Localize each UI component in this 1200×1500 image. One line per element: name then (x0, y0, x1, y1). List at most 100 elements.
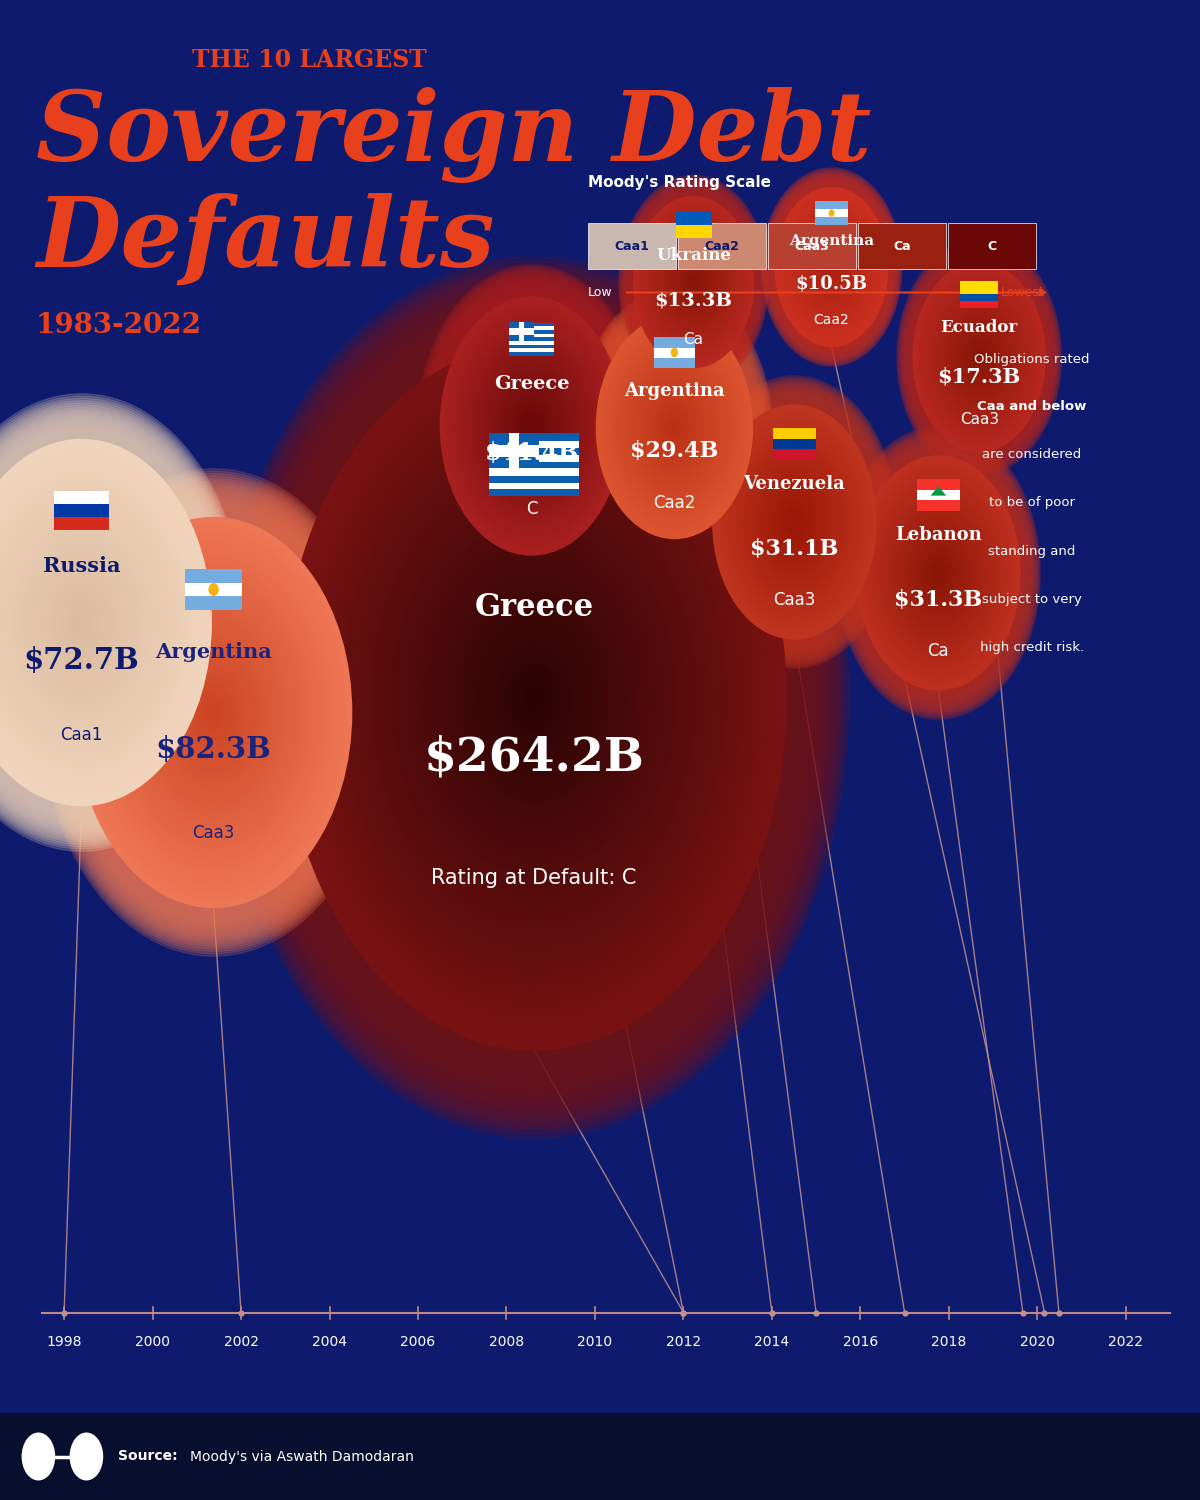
Ellipse shape (678, 260, 709, 305)
Ellipse shape (430, 280, 635, 572)
Ellipse shape (878, 486, 998, 660)
Ellipse shape (766, 174, 898, 360)
Ellipse shape (916, 266, 1043, 448)
Ellipse shape (960, 330, 998, 384)
Ellipse shape (608, 334, 740, 520)
Ellipse shape (655, 226, 732, 338)
Ellipse shape (776, 189, 887, 345)
Ellipse shape (0, 456, 199, 789)
Ellipse shape (449, 309, 614, 543)
Ellipse shape (13, 526, 150, 718)
Ellipse shape (827, 261, 836, 273)
Ellipse shape (648, 217, 738, 346)
Ellipse shape (664, 240, 724, 324)
Ellipse shape (802, 224, 862, 310)
Ellipse shape (203, 698, 224, 728)
Ellipse shape (0, 448, 205, 796)
Ellipse shape (374, 474, 694, 921)
Ellipse shape (623, 180, 764, 384)
Ellipse shape (606, 330, 743, 525)
Text: 2016: 2016 (842, 1335, 878, 1348)
Ellipse shape (263, 318, 805, 1077)
Ellipse shape (763, 477, 826, 567)
Ellipse shape (976, 352, 983, 362)
Ellipse shape (696, 380, 893, 664)
Ellipse shape (456, 318, 607, 534)
Ellipse shape (978, 356, 980, 358)
Ellipse shape (689, 274, 698, 290)
Ellipse shape (785, 201, 878, 333)
Ellipse shape (796, 216, 868, 318)
Ellipse shape (432, 285, 631, 567)
Ellipse shape (702, 388, 887, 656)
Ellipse shape (882, 492, 995, 654)
Ellipse shape (414, 530, 654, 866)
Ellipse shape (145, 616, 282, 809)
Ellipse shape (486, 630, 582, 765)
Ellipse shape (7, 518, 156, 728)
Ellipse shape (756, 468, 833, 576)
Ellipse shape (977, 352, 982, 362)
Ellipse shape (793, 520, 796, 524)
Ellipse shape (884, 495, 992, 651)
Ellipse shape (680, 264, 707, 300)
Ellipse shape (616, 345, 733, 510)
Ellipse shape (199, 693, 228, 732)
Ellipse shape (805, 231, 858, 303)
Ellipse shape (299, 369, 769, 1026)
Ellipse shape (920, 273, 1038, 441)
Ellipse shape (731, 430, 858, 614)
Ellipse shape (798, 220, 865, 314)
Ellipse shape (456, 590, 612, 806)
Ellipse shape (906, 526, 971, 620)
Ellipse shape (691, 279, 696, 285)
Ellipse shape (86, 532, 341, 892)
Ellipse shape (607, 332, 742, 524)
Ellipse shape (635, 370, 714, 484)
Ellipse shape (0, 470, 190, 776)
Ellipse shape (448, 578, 620, 818)
Ellipse shape (730, 429, 859, 615)
Ellipse shape (646, 387, 703, 468)
Ellipse shape (0, 472, 187, 772)
Ellipse shape (924, 278, 1034, 436)
Ellipse shape (768, 177, 895, 357)
Ellipse shape (746, 453, 842, 591)
Ellipse shape (890, 504, 986, 642)
Ellipse shape (752, 462, 836, 582)
Bar (509, 340, 554, 345)
Ellipse shape (629, 363, 720, 492)
Ellipse shape (128, 592, 299, 832)
Ellipse shape (767, 482, 822, 562)
Ellipse shape (620, 178, 767, 386)
Ellipse shape (824, 256, 839, 278)
Ellipse shape (440, 297, 623, 555)
Ellipse shape (209, 584, 218, 596)
Ellipse shape (509, 394, 554, 459)
Ellipse shape (822, 254, 841, 280)
Ellipse shape (664, 238, 724, 326)
Ellipse shape (684, 268, 702, 296)
Ellipse shape (953, 318, 1006, 396)
Ellipse shape (918, 268, 1040, 446)
Ellipse shape (972, 346, 986, 368)
Ellipse shape (803, 228, 859, 308)
Bar (509, 328, 534, 334)
Ellipse shape (670, 249, 718, 315)
Ellipse shape (24, 542, 139, 704)
Ellipse shape (857, 456, 1020, 690)
Ellipse shape (739, 442, 850, 602)
Ellipse shape (52, 483, 376, 942)
Bar (54, 516, 109, 530)
Ellipse shape (770, 182, 893, 352)
Ellipse shape (194, 686, 233, 740)
Ellipse shape (377, 477, 691, 918)
Ellipse shape (656, 230, 731, 334)
Ellipse shape (287, 351, 782, 1044)
Ellipse shape (664, 413, 685, 442)
Ellipse shape (626, 360, 722, 495)
Ellipse shape (518, 406, 545, 445)
Ellipse shape (655, 228, 732, 336)
Ellipse shape (630, 364, 719, 490)
Ellipse shape (880, 489, 997, 657)
